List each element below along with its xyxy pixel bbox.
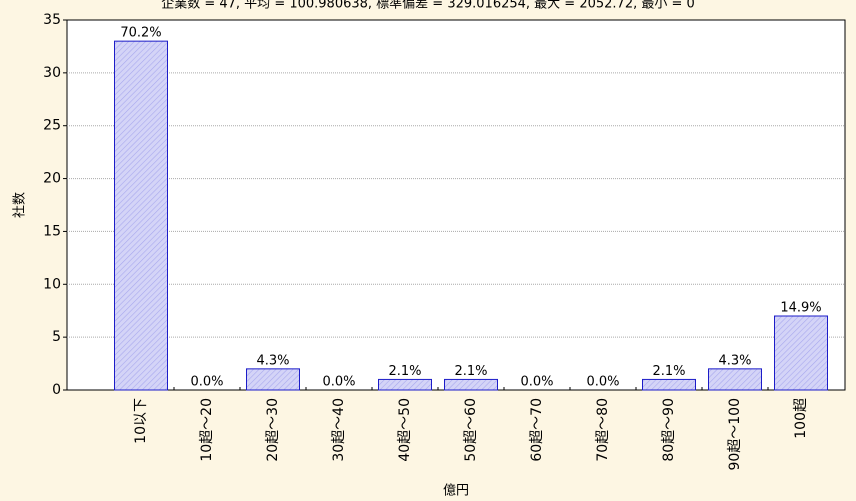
- bar: [774, 315, 828, 391]
- value-label: 2.1%: [454, 364, 487, 379]
- value-label: 4.3%: [256, 353, 289, 368]
- value-label: 0.0%: [586, 375, 619, 390]
- y-tick-label: 10: [43, 276, 61, 292]
- value-label: 70.2%: [120, 26, 161, 41]
- plot-area: [66, 19, 846, 391]
- x-tick-label: 90超～100: [727, 398, 743, 471]
- x-tick-label: 50超～60: [463, 398, 479, 462]
- y-tick-label: 0: [52, 382, 61, 398]
- y-tick-label: 30: [43, 65, 61, 81]
- value-label: 2.1%: [652, 364, 685, 379]
- y-tick-label: 15: [43, 223, 61, 239]
- value-label: 0.0%: [190, 375, 223, 390]
- bar: [378, 378, 432, 391]
- x-tick-label: 10超～20: [199, 398, 215, 462]
- x-tick-label: 20超～30: [265, 398, 281, 462]
- x-tick-label: 100超: [793, 398, 809, 439]
- chart-title: 企業数 = 47, 平均 = 100.980638, 標準偏差 = 329.01…: [161, 0, 695, 12]
- bar: [708, 368, 762, 391]
- value-label: 0.0%: [322, 375, 355, 390]
- x-tick-label: 30超～40: [331, 398, 347, 462]
- x-tick-label: 80超～90: [661, 398, 677, 462]
- y-tick-label: 5: [52, 329, 61, 345]
- y-tick-label: 20: [43, 171, 61, 187]
- value-label: 14.9%: [780, 301, 821, 316]
- x-axis-title: 億円: [443, 483, 469, 499]
- bar: [642, 378, 696, 391]
- y-tick-label: 25: [43, 118, 61, 134]
- y-axis-title: 社数: [12, 192, 28, 218]
- y-tick-label: 35: [43, 12, 61, 28]
- bar: [114, 40, 168, 391]
- x-tick-label: 60超～70: [529, 398, 545, 462]
- x-tick-label: 40超～50: [397, 398, 413, 462]
- x-tick-label: 70超～80: [595, 398, 611, 462]
- bar: [246, 368, 300, 391]
- bar: [444, 378, 498, 391]
- value-label: 2.1%: [388, 364, 421, 379]
- x-tick-label: 10以下: [133, 398, 149, 444]
- value-label: 0.0%: [520, 375, 553, 390]
- value-label: 4.3%: [718, 353, 751, 368]
